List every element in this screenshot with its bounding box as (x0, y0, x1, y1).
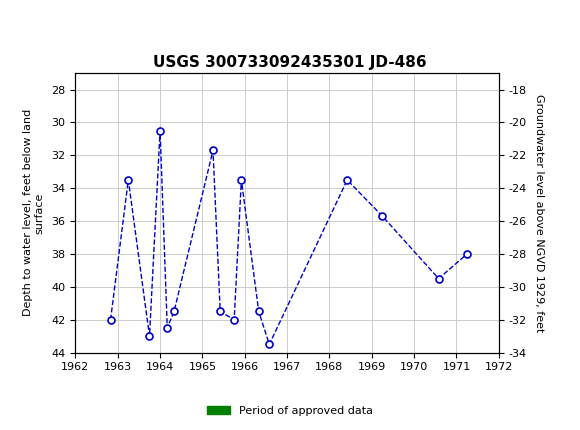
Legend: Period of approved data: Period of approved data (203, 401, 377, 420)
Bar (111, 359, 273, 366)
Text: ≡USGS: ≡USGS (6, 16, 64, 35)
Y-axis label: Depth to water level, feet below land
surface: Depth to water level, feet below land su… (23, 109, 45, 316)
Bar (343, 359, 477, 366)
Y-axis label: Groundwater level above NGVD 1929, feet: Groundwater level above NGVD 1929, feet (534, 94, 543, 332)
Text: USGS 300733092435301 JD-486: USGS 300733092435301 JD-486 (153, 55, 427, 70)
